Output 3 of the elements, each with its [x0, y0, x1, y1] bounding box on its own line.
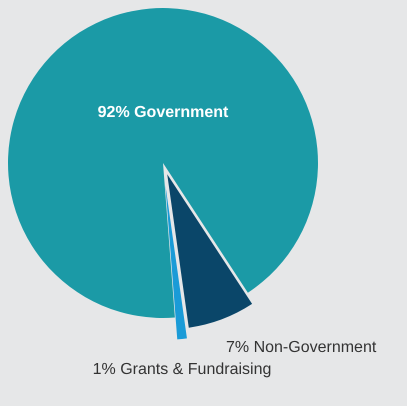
- slice-label: 7% Non-Government: [226, 339, 377, 356]
- slice-label: 1% Grants & Fundraising: [92, 361, 272, 378]
- slice-label: 92% Government: [98, 104, 230, 122]
